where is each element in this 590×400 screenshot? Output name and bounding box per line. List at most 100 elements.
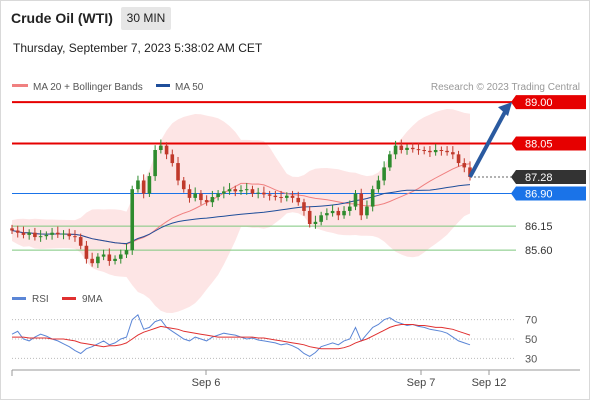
candle-body xyxy=(50,232,54,235)
level-label-86-90: 86.90 xyxy=(525,189,553,201)
candle-body xyxy=(376,180,381,190)
candle-body xyxy=(38,236,43,238)
candle-body xyxy=(365,206,369,216)
level-label-85-60: 85.60 xyxy=(525,245,553,257)
candle-body xyxy=(359,193,364,216)
instrument-title: Crude Oil (WTI) xyxy=(11,10,113,26)
candle-body xyxy=(273,195,278,198)
candle-body xyxy=(370,189,375,207)
copyright-text: Research © 2023 Trading Central xyxy=(431,82,580,93)
candle-body xyxy=(410,147,415,150)
candle-body xyxy=(147,176,152,194)
level-tag-86-90 xyxy=(511,186,586,201)
candle-body xyxy=(285,195,289,198)
candle-body xyxy=(136,180,140,190)
candle-body xyxy=(204,200,209,203)
level-label-88-05: 88.05 xyxy=(525,138,553,150)
candle-body xyxy=(456,154,461,164)
candle-body xyxy=(222,191,226,194)
candle-body xyxy=(342,210,346,216)
candle-body xyxy=(233,189,238,192)
candle-body xyxy=(307,210,312,224)
chart-datetime: Thursday, September 7, 2023 5:38:02 AM C… xyxy=(13,41,263,55)
rsi-tick-label: 70 xyxy=(525,315,537,327)
rsi-tick-label: 30 xyxy=(525,353,537,365)
level-label-89-00: 89.00 xyxy=(525,97,553,109)
candle-body xyxy=(124,250,129,255)
candle-body xyxy=(388,154,392,168)
candle-body xyxy=(250,189,255,194)
candle-body xyxy=(27,232,31,235)
chart-header: Crude Oil (WTI) 30 MIN xyxy=(0,0,590,36)
candle-body xyxy=(56,232,60,235)
candle-body xyxy=(244,189,249,191)
candle-body xyxy=(90,258,94,264)
level-tag-87-28 xyxy=(511,169,586,184)
candle-body xyxy=(210,197,215,203)
candle-body xyxy=(176,163,180,181)
candle-body xyxy=(181,180,186,190)
rsi-legend-swatch xyxy=(12,297,26,300)
ma50-legend-label: MA 50 xyxy=(175,82,204,93)
candle-body xyxy=(227,189,232,192)
rsi-tick-label: 50 xyxy=(525,334,537,346)
candle-body xyxy=(256,192,260,194)
ma9-legend-label: 9MA xyxy=(82,294,103,305)
candle-body xyxy=(405,147,409,150)
candle-body xyxy=(279,197,283,199)
ma20-legend-swatch xyxy=(12,84,28,87)
candle-body xyxy=(216,193,220,198)
candle-body xyxy=(302,202,306,211)
timeframe-button[interactable]: 30 MIN xyxy=(121,7,171,30)
x-tick-label: Sep 7 xyxy=(407,377,436,389)
candle-body xyxy=(170,154,175,164)
rsi-legend-label: RSI xyxy=(32,294,49,305)
candle-body xyxy=(199,193,203,201)
candle-body xyxy=(445,150,449,153)
candle-body xyxy=(325,213,329,216)
candle-body xyxy=(21,232,26,235)
candle-body xyxy=(439,150,444,151)
candle-body xyxy=(382,167,386,181)
candle-body xyxy=(462,163,467,168)
candle-body xyxy=(33,232,37,238)
candle-body xyxy=(44,234,49,237)
level-label-87-28: 87.28 xyxy=(525,172,553,184)
candle-body xyxy=(267,194,272,196)
level-tag-89-00 xyxy=(511,95,586,110)
candle-body xyxy=(399,145,404,150)
x-tick-label: Sep 6 xyxy=(192,377,221,389)
candle-body xyxy=(101,254,106,257)
bollinger-band xyxy=(12,109,470,313)
candle-body xyxy=(78,237,83,246)
ma20-legend-label: MA 20 + Bollinger Bands xyxy=(33,82,143,93)
candle-body xyxy=(416,149,421,151)
level-tag-88-05 xyxy=(511,136,586,151)
candle-body xyxy=(422,150,426,151)
candle-body xyxy=(61,233,66,235)
candle-body xyxy=(193,193,197,198)
rsi-ma-line xyxy=(12,324,471,350)
candle-body xyxy=(73,236,77,238)
candle-body xyxy=(15,230,20,233)
ma50-legend-swatch xyxy=(156,84,170,87)
candle-body xyxy=(113,258,117,261)
ma50-line xyxy=(11,184,471,245)
candle-body xyxy=(187,189,192,198)
candle-body xyxy=(330,210,335,214)
candle-body xyxy=(10,228,14,231)
level-label-86-15: 86.15 xyxy=(525,221,553,233)
candle-body xyxy=(67,233,72,237)
candle-body xyxy=(319,215,323,222)
candle-body xyxy=(84,245,89,259)
candle-body xyxy=(96,256,100,264)
candle-body xyxy=(313,221,318,224)
candle-body xyxy=(451,152,455,155)
candle-body xyxy=(347,206,352,211)
x-tick-label: Sep 12 xyxy=(472,377,507,389)
candle-body xyxy=(296,197,301,203)
ma9-legend-swatch xyxy=(62,297,76,300)
candle-body xyxy=(239,190,243,192)
candle-body xyxy=(164,145,169,155)
